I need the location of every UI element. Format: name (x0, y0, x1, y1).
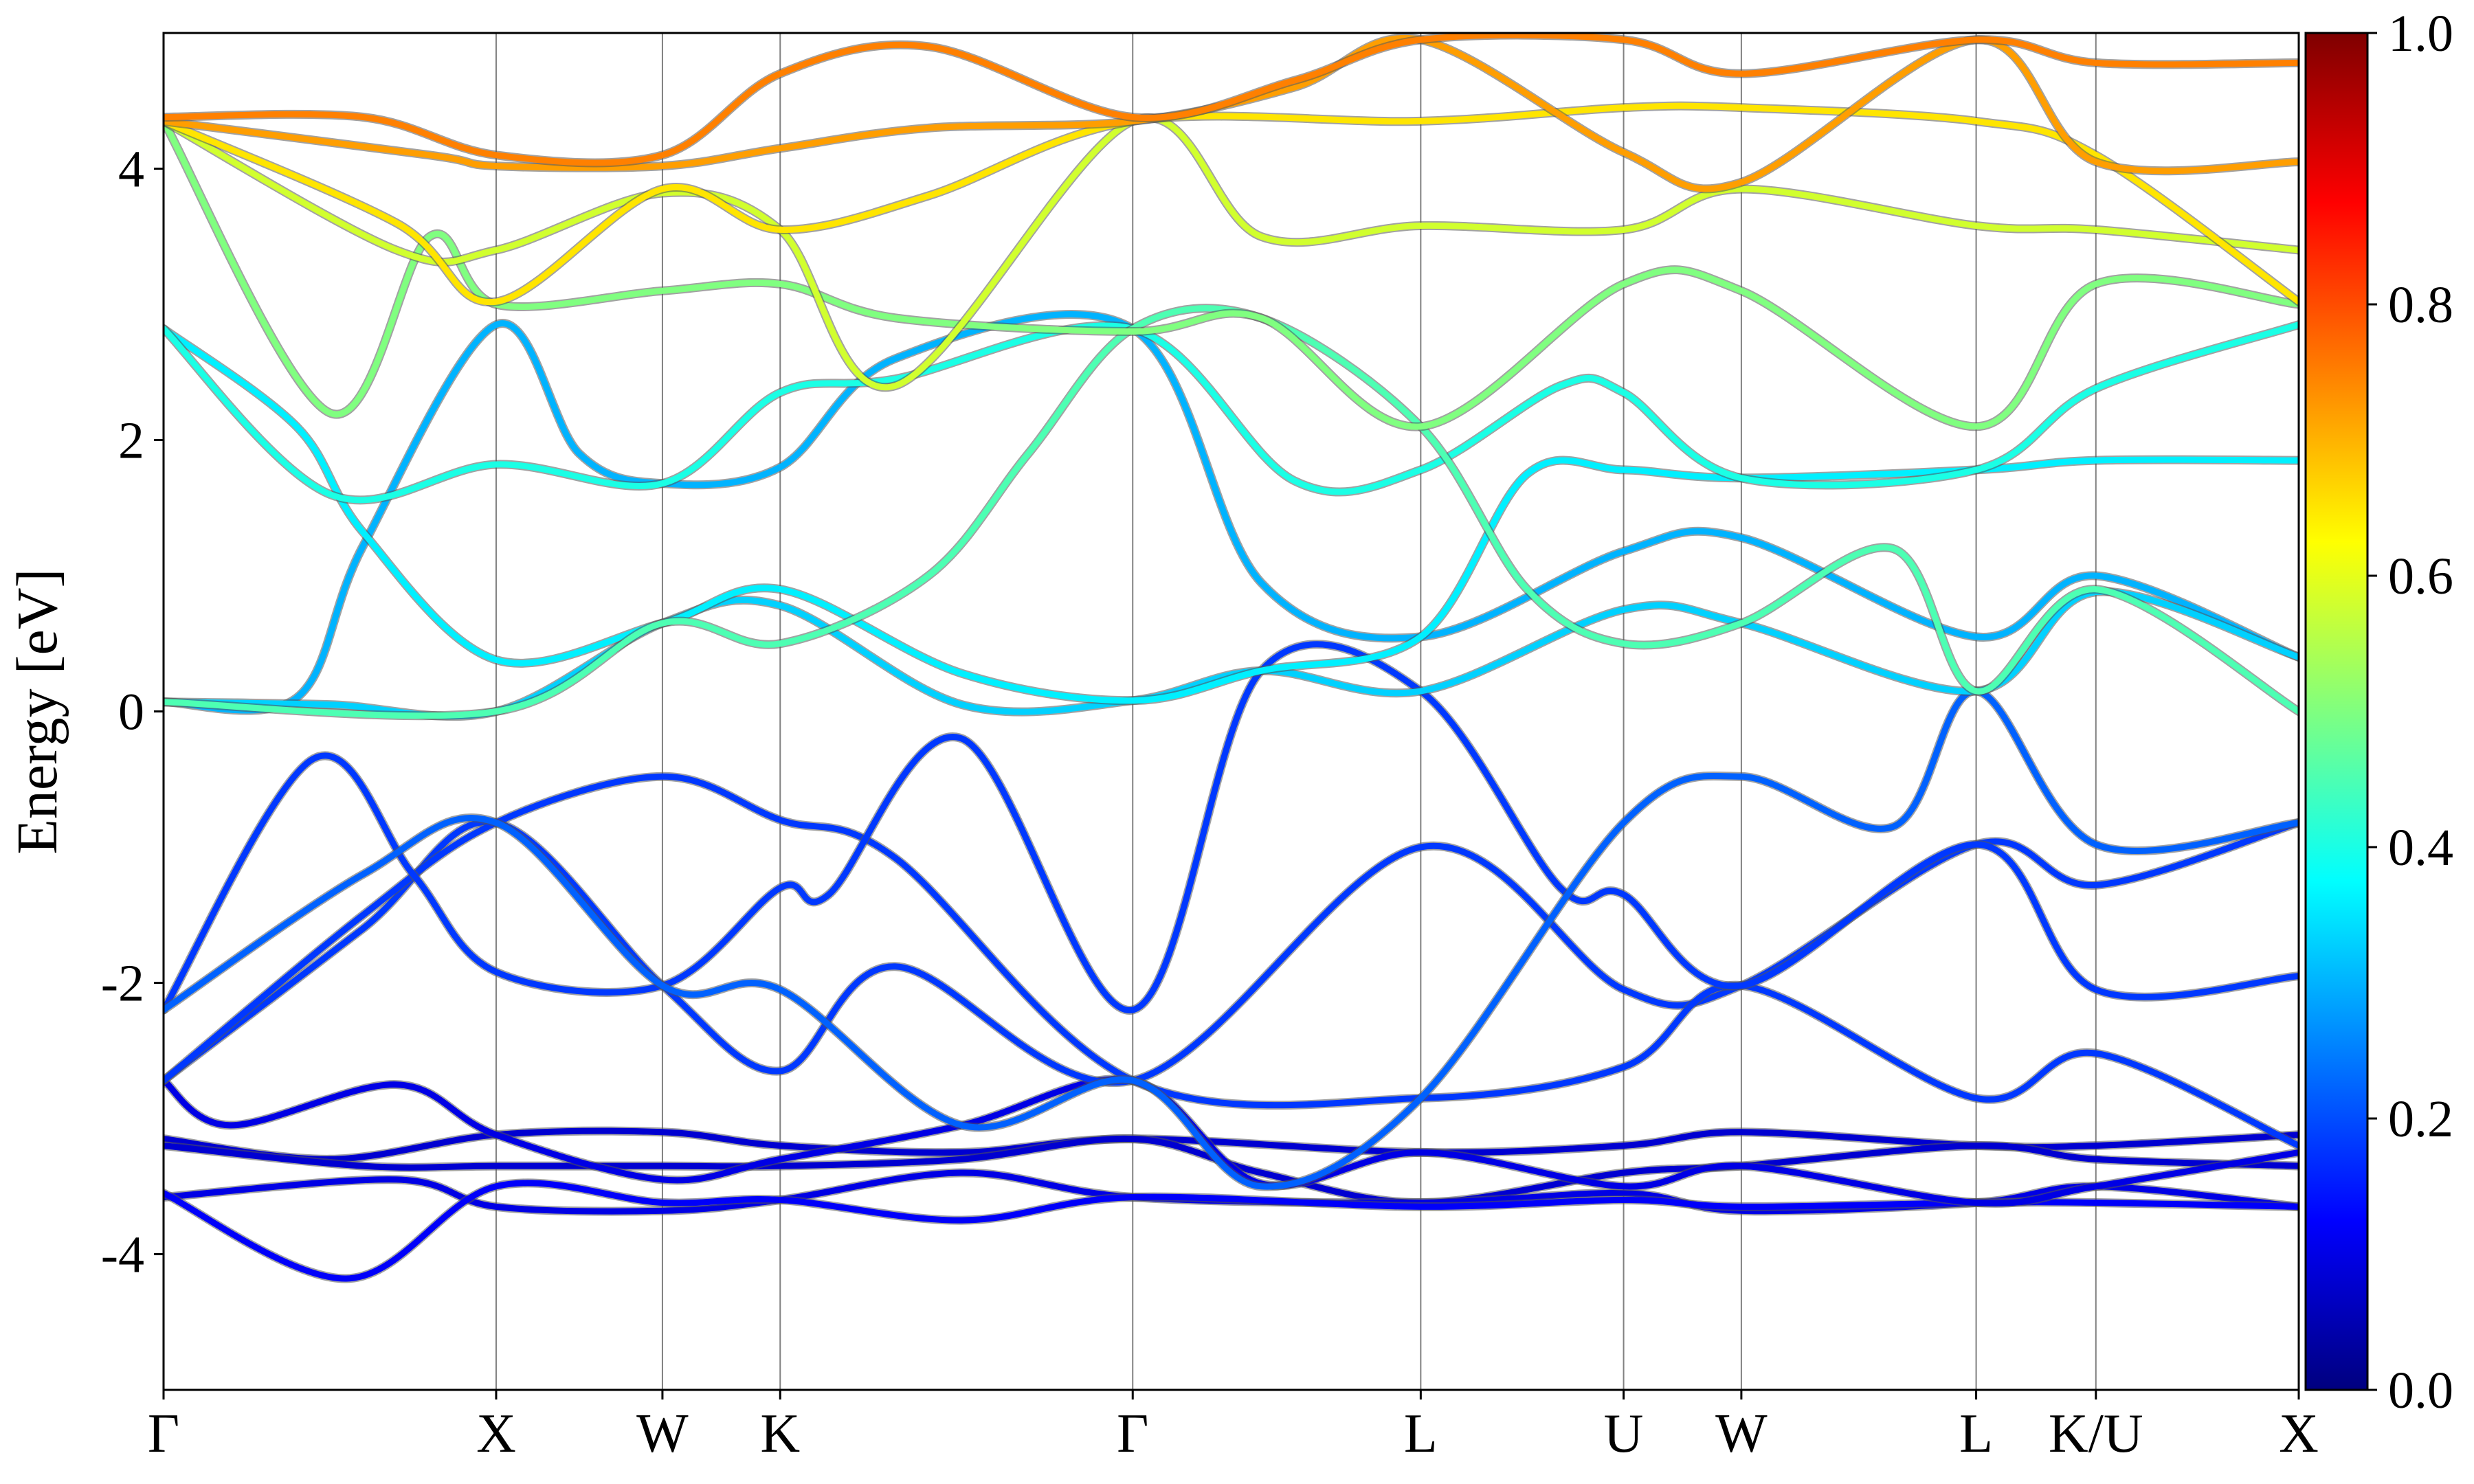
bands (164, 33, 2299, 1283)
band-line-outline (164, 817, 2299, 1087)
colorbar-ticks: 0.0 0.2 0.4 0.6 0.8 1.0 (2367, 5, 2453, 1419)
band-line (164, 305, 2299, 719)
y-tick-label: 2 (118, 412, 144, 470)
k-point-label: K/U (2049, 1404, 2143, 1464)
k-point-label: L (1959, 1404, 1993, 1464)
band-line (164, 117, 2299, 430)
band-line (164, 641, 2299, 1013)
y-tick-label: -4 (101, 1226, 144, 1284)
colorbar-tick-label: 1.0 (2388, 5, 2453, 63)
k-point-label: X (2279, 1404, 2319, 1464)
band-line-outline (164, 324, 2299, 706)
band-line (164, 311, 2299, 714)
band-line (164, 115, 2299, 391)
k-point-label: W (636, 1404, 689, 1464)
colorbar: 0.0 0.2 0.4 0.6 0.8 1.0 (2304, 5, 2453, 1419)
k-point-label: X (476, 1404, 516, 1464)
y-tick-label: -2 (101, 955, 144, 1013)
band-line (164, 688, 2299, 1190)
high-symmetry-lines (495, 33, 2097, 1390)
band-line (164, 322, 2299, 504)
colorbar-tick-label: 0.6 (2388, 548, 2453, 605)
k-point-label: Γ (1117, 1404, 1148, 1464)
plot-area: 4 2 0 -2 -4 Γ X W K Γ L U W L K/U X Energy [eV] (5, 32, 2319, 1464)
k-point-label: K (760, 1404, 800, 1464)
x-axis: Γ X W K Γ L U W L K/U X (148, 1390, 2319, 1464)
band-line (164, 33, 2299, 166)
band-line (164, 818, 2299, 1086)
band-line (164, 1180, 2299, 1282)
y-axis: 4 2 0 -2 -4 (101, 141, 164, 1284)
y-axis-label: Energy [eV] (5, 569, 69, 855)
k-point-label: U (1604, 1404, 1644, 1464)
y-tick-label: 0 (118, 684, 144, 741)
band-line-outline (164, 686, 2299, 1191)
k-point-label: L (1404, 1404, 1438, 1464)
colorbar-gradient (2304, 32, 2369, 1391)
colorbar-tick-label: 0.0 (2388, 1362, 2453, 1419)
band-line (164, 326, 2299, 704)
k-point-label: Γ (148, 1404, 179, 1464)
colorbar-tick-label: 0.8 (2388, 276, 2453, 334)
colorbar-tick-label: 0.4 (2388, 819, 2453, 877)
y-tick-label: 4 (118, 141, 144, 199)
colorbar-tick-label: 0.2 (2388, 1090, 2453, 1148)
k-point-label: W (1715, 1404, 1768, 1464)
